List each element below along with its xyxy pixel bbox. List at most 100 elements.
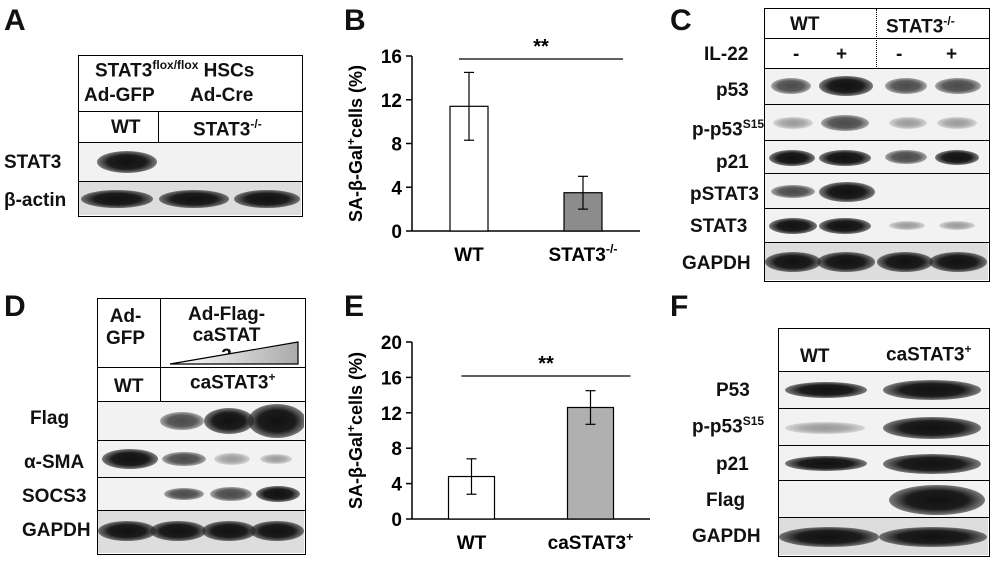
band [785, 382, 867, 398]
panel-c-row-sep [764, 242, 989, 243]
y-tick-label: 4 [391, 178, 402, 199]
band [160, 412, 204, 430]
band [204, 408, 254, 434]
panel-a-col1-geno: WT [111, 117, 141, 138]
panel-f-row-sep [778, 517, 989, 518]
panel-c-row-pstat3: pSTAT3 [690, 184, 759, 205]
panel-f-blot-pp53 [779, 409, 988, 445]
panel-a-blot-bactin [79, 182, 301, 215]
panel-a-title-sup: flox/flox [152, 58, 199, 72]
panel-a-title: STAT3flox/flox HSCs [95, 58, 254, 82]
band [935, 150, 979, 165]
panel-f-row-pp53-text: p-p53 [692, 416, 743, 438]
y-tick-label: 8 [391, 439, 402, 460]
significance-marker: ** [533, 36, 549, 58]
y-tick-label: 20 [381, 333, 402, 354]
band [250, 521, 304, 541]
x-tick-label: WT [457, 533, 487, 554]
panel-c-row-pp53-text: p-p53 [692, 119, 743, 141]
band [877, 252, 933, 272]
band [779, 527, 879, 547]
panel-a-frame [78, 55, 303, 217]
panel-a-blot-stat3 [79, 143, 301, 181]
band [883, 380, 981, 400]
panel-c-row-sep [764, 68, 989, 69]
band [819, 182, 875, 202]
band [164, 488, 204, 500]
x-tick-label: STAT3-/- [548, 242, 617, 266]
panel-a-title-gene: STAT3 [95, 60, 153, 82]
panel-d-col-sep [160, 298, 161, 402]
bar-chart-e: 0 4 8 12 16 20 SA-β-Gal+cells (%) WT caSTAT3+ ** [344, 333, 650, 554]
panel-f-row-sep [778, 480, 989, 481]
panel-f-row-sep [778, 445, 989, 446]
panel-a-row-stat3: STAT3 [4, 152, 62, 173]
panel-f-blot-p53 [779, 372, 988, 408]
band [785, 456, 867, 471]
panel-d-row-flag: Flag [30, 408, 70, 429]
band [937, 117, 977, 129]
y-tick-label: 16 [381, 47, 402, 68]
y-tick-label: 12 [381, 404, 402, 425]
band [102, 449, 158, 469]
panel-a-col1-top: Ad-GFP [84, 85, 155, 106]
panel-label-f: F [670, 290, 689, 323]
band [773, 117, 813, 129]
panel-f-row-p21: p21 [716, 454, 749, 475]
panel-a-col2-geno-gene: STAT3 [193, 119, 251, 141]
band [771, 78, 811, 94]
panel-a-divider-2 [78, 142, 302, 143]
panel-c-trt-3: - [896, 44, 903, 65]
band [785, 422, 865, 434]
panel-f-row-pp53: p-p53S15 [692, 414, 764, 438]
panel-a-col2-geno: STAT3-/- [193, 117, 262, 141]
panel-d-col2-geno: caSTAT3+ [190, 370, 276, 394]
y-tick-label: 8 [391, 135, 402, 156]
band [885, 150, 927, 164]
significance-marker: ** [538, 353, 554, 375]
panel-d-blot-socs3 [98, 478, 304, 510]
panel-a-row-bactin: β-actin [4, 190, 67, 211]
panel-c-frame [764, 8, 990, 282]
panel-f-blot-p21 [779, 446, 988, 480]
panel-label-d: D [4, 290, 26, 323]
panel-d-divider-2 [97, 401, 305, 402]
panel-c-row-sep [764, 140, 989, 141]
band [159, 190, 229, 208]
band [162, 452, 206, 466]
band [817, 252, 875, 272]
panel-a-col2-top: Ad-Cre [190, 85, 254, 106]
panel-c-wt: WT [790, 14, 820, 35]
panel-label-e: E [344, 290, 365, 323]
band [883, 417, 981, 439]
x-tick-label: WT [454, 245, 484, 266]
x-tick-label: caSTAT3+ [548, 530, 634, 554]
panel-label-c: C [670, 4, 692, 37]
panel-f-col2: caSTAT3+ [886, 342, 972, 366]
y-tick-label: 4 [391, 475, 402, 496]
panel-c-row-sep [764, 173, 989, 174]
panel-c-il22: IL-22 [704, 44, 749, 65]
panel-label-a: A [4, 4, 26, 37]
band [769, 218, 817, 234]
panel-d-col1-geno: WT [114, 376, 144, 397]
panel-c-row-stat3: STAT3 [690, 216, 748, 237]
panel-f-row-flag: Flag [706, 490, 746, 511]
panel-f-blot-flag [779, 481, 988, 517]
panel-c-blot-pstat3 [765, 174, 988, 208]
band [210, 487, 252, 501]
panel-f-col1: WT [800, 346, 830, 367]
panel-d-row-sep [97, 477, 305, 478]
band [765, 252, 821, 272]
panel-label-b: B [344, 4, 366, 37]
panel-f-blot-gapdh [779, 518, 988, 555]
band [256, 486, 300, 502]
band [889, 117, 927, 129]
panel-f-row-sep [778, 408, 989, 409]
panel-a-col2-geno-sup: -/- [250, 117, 262, 131]
panel-c-blot-gapdh [765, 243, 988, 280]
panel-c-ko-gene: STAT3 [886, 16, 944, 38]
panel-a-title-cells: HSCs [198, 60, 255, 82]
band [260, 454, 292, 464]
band [202, 521, 256, 541]
